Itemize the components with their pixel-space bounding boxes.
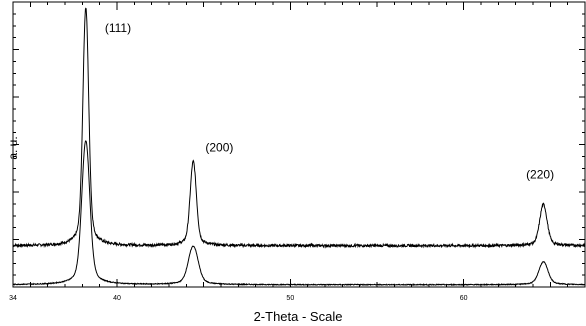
x-tick-label: 40 [113,295,121,302]
x-axis-ticks: 34 40 50 60 [9,2,586,302]
peak-annotations: (111) (200) (220) [105,21,554,182]
peak-label: (111) [105,21,131,35]
peak-label: (200) [205,141,233,155]
x-tick-label: 60 [460,295,468,302]
x-tick-label: 34 [9,295,17,302]
y-axis-ticks [13,13,585,276]
x-tick-label: 50 [286,295,294,302]
y-axis-label: a. u. [6,136,20,159]
series-1-line [12,7,586,249]
diffraction-traces [12,7,586,287]
series-2-line [12,140,586,287]
x-axis-label: 2-Theta - Scale [254,309,343,324]
peak-label: (220) [526,168,554,182]
